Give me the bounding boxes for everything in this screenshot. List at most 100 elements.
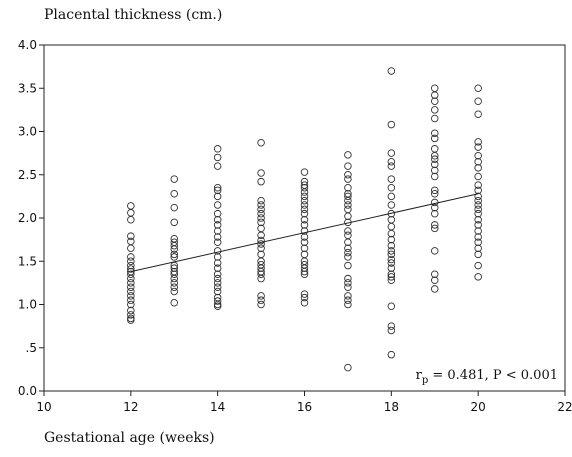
- data-point: [170, 250, 178, 259]
- data-point: [474, 138, 482, 146]
- data-point: [300, 177, 309, 186]
- y-tick-label: .5: [26, 341, 37, 355]
- data-point: [431, 84, 439, 92]
- data-point: [257, 214, 265, 222]
- data-point: [127, 244, 135, 253]
- data-point: [257, 205, 265, 214]
- data-point: [344, 162, 352, 170]
- data-point: [127, 306, 135, 315]
- data-point: [127, 311, 135, 319]
- data-point: [387, 192, 396, 201]
- data-point: [213, 259, 222, 267]
- data-point: [344, 175, 352, 183]
- data-point: [300, 221, 309, 229]
- data-point: [300, 244, 309, 253]
- x-tick-label: 10: [36, 400, 51, 414]
- data-point: [213, 297, 222, 305]
- data-point: [387, 235, 396, 244]
- data-point: [431, 247, 439, 255]
- data-point: [127, 292, 135, 300]
- x-tick-label: 18: [384, 400, 399, 414]
- data-point: [300, 270, 309, 278]
- data-point: [300, 290, 309, 298]
- data-point: [387, 201, 396, 209]
- y-tick-label: 4.0: [18, 38, 37, 52]
- data-point: [431, 97, 439, 105]
- x-tick-label: 16: [297, 400, 312, 414]
- data-point: [344, 274, 352, 283]
- data-point: [431, 151, 439, 160]
- data-point: [431, 114, 439, 123]
- x-tick-label: 12: [123, 400, 138, 414]
- data-point: [474, 238, 482, 246]
- data-point: [300, 238, 309, 246]
- data-point: [387, 149, 396, 157]
- data-point: [344, 300, 352, 309]
- data-point: [300, 188, 309, 196]
- data-point: [170, 287, 178, 296]
- data-point: [431, 285, 439, 293]
- y-tick-label: 3.5: [18, 81, 37, 95]
- data-point: [431, 270, 439, 278]
- data-point: [344, 248, 352, 257]
- data-point: [300, 183, 309, 192]
- data-point: [344, 231, 352, 240]
- data-point: [127, 296, 135, 304]
- data-point: [213, 186, 222, 195]
- data-point: [170, 299, 178, 307]
- data-point: [474, 158, 482, 166]
- data-point: [431, 166, 439, 175]
- data-point: [127, 202, 135, 210]
- data-point: [127, 253, 135, 261]
- data-point: [431, 155, 439, 163]
- data-point: [213, 192, 222, 201]
- data-point: [300, 293, 309, 302]
- data-point: [344, 196, 352, 205]
- data-point: [344, 253, 352, 261]
- data-point: [387, 264, 396, 272]
- x-tick-label: 14: [210, 400, 225, 414]
- data-point: [344, 227, 352, 235]
- data-point: [387, 183, 396, 192]
- data-point: [213, 183, 222, 192]
- data-point: [387, 241, 396, 250]
- data-point: [474, 192, 482, 201]
- data-point: [257, 209, 265, 218]
- data-point: [474, 151, 482, 160]
- x-tick-label: 22: [557, 400, 572, 414]
- data-point: [213, 279, 222, 287]
- data-point: [474, 196, 482, 205]
- correlation-annotation: rp = 0.481, P < 0.001: [416, 368, 558, 386]
- y-tick-label: 0.0: [18, 384, 37, 398]
- data-point: [387, 322, 396, 330]
- data-point: [387, 326, 396, 335]
- data-point: [474, 143, 482, 151]
- data-point: [431, 190, 439, 198]
- data-point: [170, 190, 178, 198]
- y-tick-label: 2.5: [18, 168, 37, 182]
- data-point: [387, 250, 396, 259]
- data-point: [387, 229, 396, 238]
- data-point: [127, 316, 135, 324]
- data-point: [431, 186, 439, 195]
- data-point: [474, 172, 482, 181]
- data-point: [213, 201, 222, 209]
- data-point: [170, 203, 178, 212]
- data-point: [344, 192, 352, 201]
- data-point: [431, 145, 439, 153]
- y-tick-label: 3.0: [18, 125, 37, 139]
- x-tick-label: 20: [471, 400, 486, 414]
- data-point: [344, 201, 352, 209]
- data-point: [387, 247, 396, 255]
- data-point: [474, 209, 482, 218]
- data-point: [170, 218, 178, 227]
- data-point: [431, 160, 439, 169]
- data-point: [300, 233, 309, 241]
- data-point: [387, 222, 396, 231]
- data-point: [257, 138, 265, 147]
- data-point: [344, 363, 352, 372]
- data-point: [213, 227, 222, 235]
- data-point: [257, 201, 265, 209]
- data-point: [300, 168, 309, 176]
